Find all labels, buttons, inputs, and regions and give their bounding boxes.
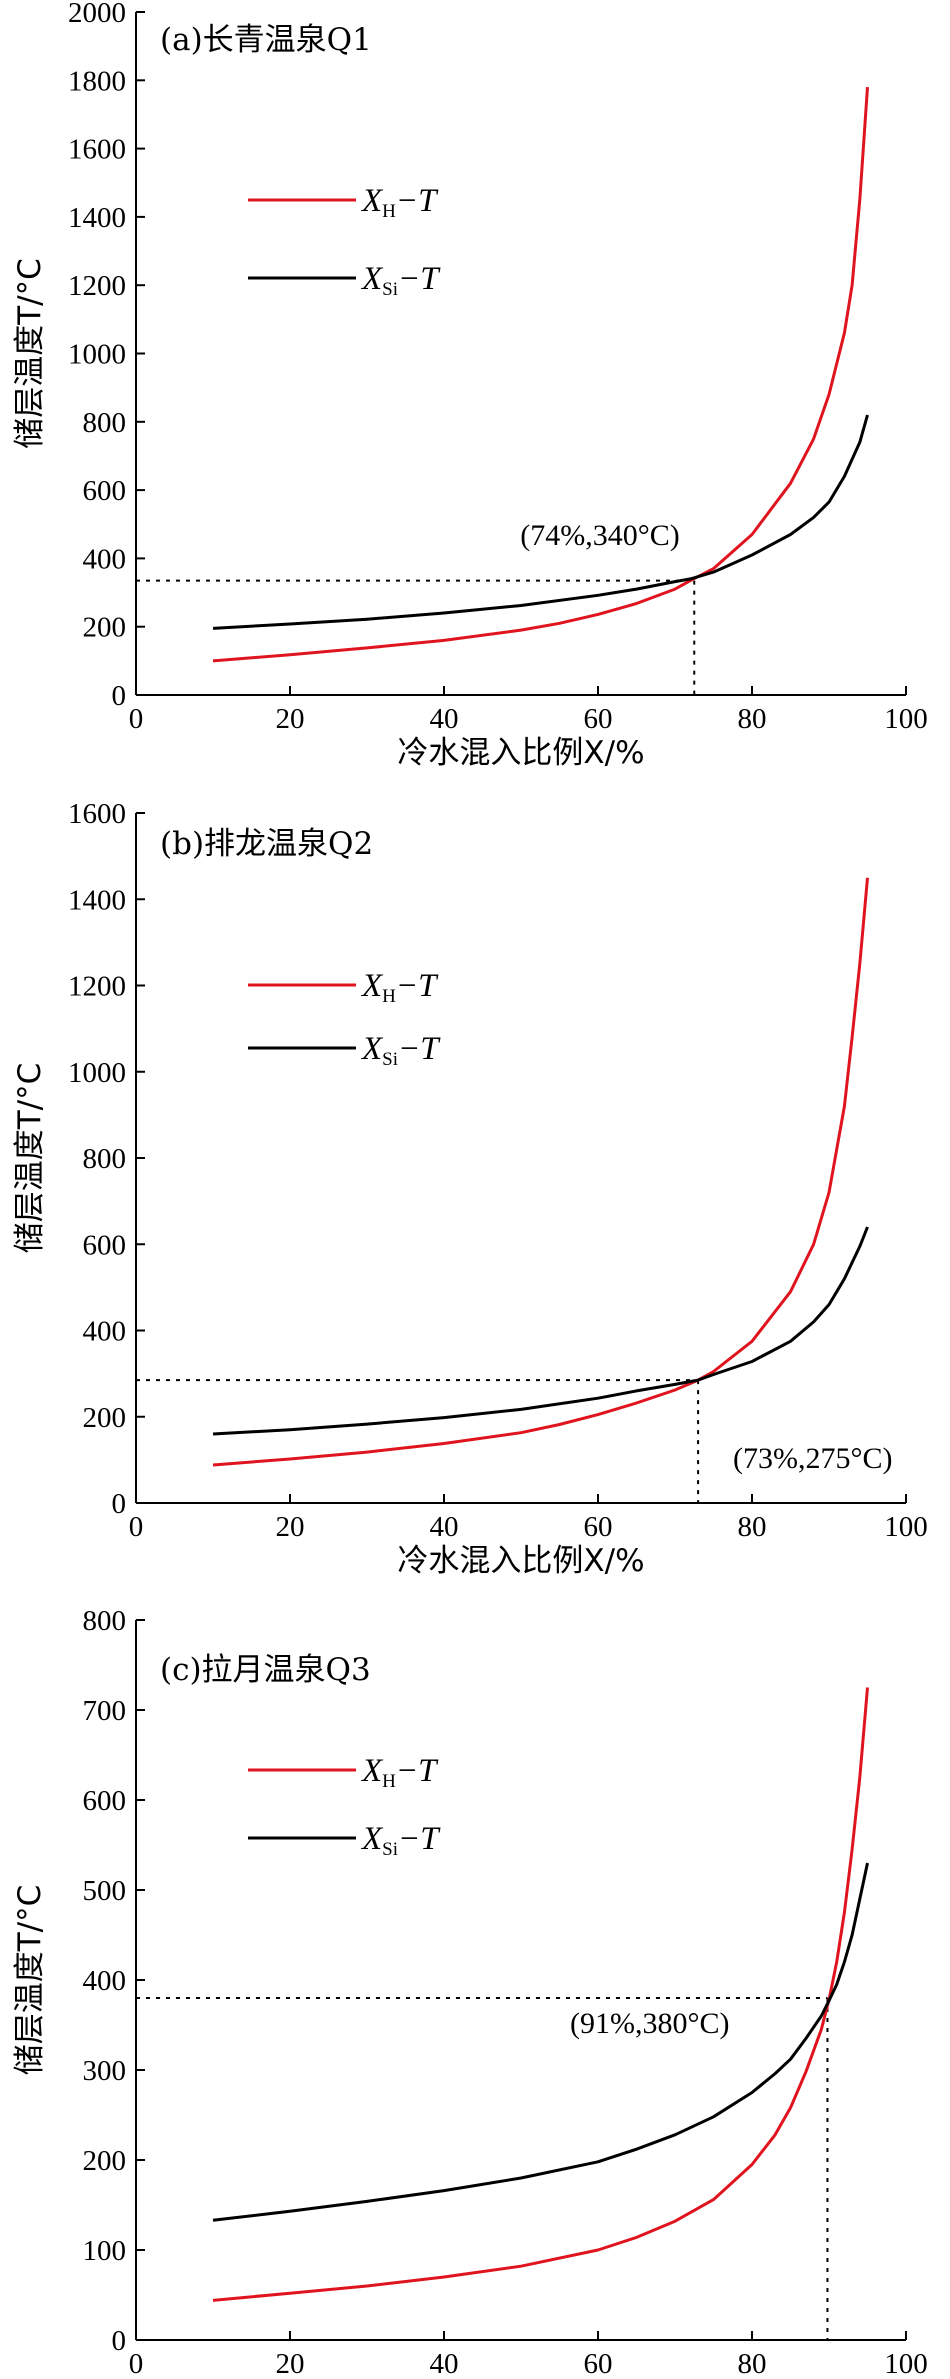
y-tick-label: 0 [112,1488,127,1520]
legend-label-main: X [360,261,384,297]
y-tick-label: 1400 [68,884,126,916]
x-tick-label: 20 [276,1511,305,1543]
y-tick-label: 1600 [68,134,126,166]
legend-label-tail: −T [396,183,439,219]
chart-panel-0: 0 20 40 60 80 1000200400600800100012001400160… [12,0,928,771]
x-tick-label: 0 [129,703,144,735]
x-tick-label: 100 [884,1511,928,1543]
legend-label: XH−T [360,968,439,1007]
legend-label-sub: H [382,986,396,1007]
y-tick-label: 400 [83,1965,127,1997]
y-tick-label: 600 [83,475,127,507]
y-tick-label: 0 [112,680,127,712]
x-axis-title: 冷水混入比例X/% [397,735,644,771]
x-tick-label: 80 [738,1511,767,1543]
intersection-label: (91%,380°C) [570,2007,729,2040]
y-tick-label: 2000 [68,0,126,29]
y-tick-label: 100 [83,2235,127,2267]
y-tick-label: 800 [83,407,127,439]
chart-panel-2: 0204060801000100200300400500600700800冷水混… [12,1605,928,2379]
x-tick-label: 80 [738,2348,767,2379]
x-tick-label: 100 [884,2348,928,2379]
series-line-xh-t [212,86,869,663]
x-tick-label: 40 [430,1511,459,1543]
y-axis-title: 储层温度T/°C [12,1885,48,2076]
y-tick-label: 1200 [68,971,126,1003]
y-tick-label: 500 [83,1875,127,1907]
series-line-xh-t [212,1687,869,2302]
y-tick-label: 800 [83,1605,127,1637]
legend-label-main: X [360,968,384,1004]
intersection-label: (74%,340°C) [520,519,679,552]
y-tick-label: 200 [83,2145,127,2177]
legend-label: XH−T [360,183,439,222]
legend-label-main: X [360,1031,384,1067]
legend-label-tail: −T [396,968,439,1004]
series-line-xsi-t [212,414,869,630]
x-tick-label: 0 [129,2348,144,2379]
legend-label-sub: Si [382,1049,398,1070]
y-tick-label: 1400 [68,202,126,234]
y-tick-label: 400 [83,543,127,575]
legend-label-sub: H [382,1771,396,1792]
legend-label-sub: Si [382,1839,398,1860]
y-tick-label: 600 [83,1785,127,1817]
panel-title: (c)拉月温泉Q3 [160,1652,371,1688]
y-tick-label: 300 [83,2055,127,2087]
legend-label-main: X [360,183,384,219]
legend-label-tail: −T [398,1821,441,1857]
panel-title: (a)长青温泉Q1 [160,22,372,58]
legend-label-sub: H [382,201,396,222]
x-tick-label: 100 [884,703,928,735]
intersection-label: (73%,275°C) [733,1442,892,1475]
series-line-xh-t [212,877,869,1467]
y-axis-title: 储层温度T/°C [12,1063,48,1254]
y-tick-label: 1600 [68,798,126,830]
x-axis-title: 冷水混入比例X/% [397,1543,644,1579]
x-tick-label: 40 [430,703,459,735]
y-tick-label: 700 [83,1695,127,1727]
x-tick-label: 20 [276,703,305,735]
legend-label: XSi−T [360,261,441,300]
legend-label-sub: Si [382,279,398,300]
legend-label: XH−T [360,1753,439,1792]
series-line-xsi-t [212,1862,869,2222]
y-tick-label: 1200 [68,270,126,302]
legend-label-tail: −T [396,1753,439,1789]
y-tick-label: 400 [83,1316,127,1348]
legend-label-main: X [360,1753,384,1789]
panel-title: (b)排龙温泉Q2 [160,826,373,862]
legend-label-tail: −T [398,1031,441,1067]
y-tick-label: 600 [83,1229,127,1261]
x-tick-label: 20 [276,2348,305,2379]
x-tick-label: 60 [584,703,613,735]
y-tick-label: 1000 [68,1057,126,1089]
legend-label: XSi−T [360,1821,441,1860]
x-tick-label: 80 [738,703,767,735]
y-tick-label: 200 [83,1402,127,1434]
x-tick-label: 0 [129,1511,144,1543]
y-tick-label: 1800 [68,65,126,97]
y-tick-label: 1000 [68,339,126,371]
chart-panel-1: 0 20 40 60 80 1000200400600800100012001400160… [12,798,928,1579]
series-line-xsi-t [212,1226,869,1436]
y-axis-title: 储层温度T/°C [12,258,48,449]
y-tick-label: 0 [112,2325,127,2357]
legend-label: XSi−T [360,1031,441,1070]
x-tick-label: 60 [584,2348,613,2379]
x-tick-label: 40 [430,2348,459,2379]
y-tick-label: 200 [83,612,127,644]
legend-label-main: X [360,1821,384,1857]
y-tick-label: 800 [83,1143,127,1175]
x-tick-label: 60 [584,1511,613,1543]
legend-label-tail: −T [398,261,441,297]
